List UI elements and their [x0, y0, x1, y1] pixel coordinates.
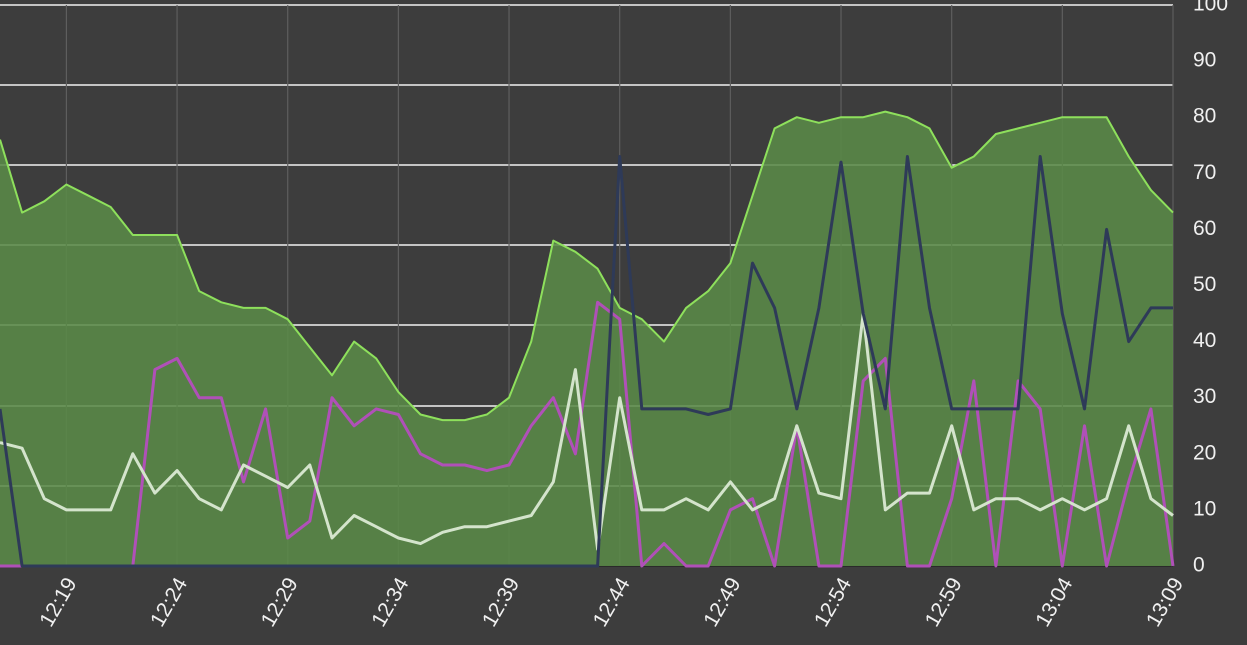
- y-tick-label: 80: [1193, 105, 1216, 128]
- y-tick-label: 50: [1193, 273, 1216, 296]
- y-tick-label: 60: [1193, 217, 1216, 240]
- line: [0, 300, 1175, 568]
- y-tick-label: 40: [1193, 329, 1216, 352]
- y-tick-label: 100: [1193, 0, 1228, 16]
- line: [0, 155, 1173, 568]
- line: [0, 110, 1174, 422]
- line: [0, 312, 1174, 551]
- y-tick-label: 70: [1193, 161, 1216, 184]
- y-tick-label: 0: [1193, 554, 1205, 577]
- y-tick-label: 90: [1193, 49, 1216, 72]
- y-tick-label: 10: [1193, 497, 1216, 520]
- plot: [0, 110, 1175, 568]
- y-tick-label: 30: [1193, 385, 1216, 408]
- y-tick-label: 20: [1193, 441, 1216, 464]
